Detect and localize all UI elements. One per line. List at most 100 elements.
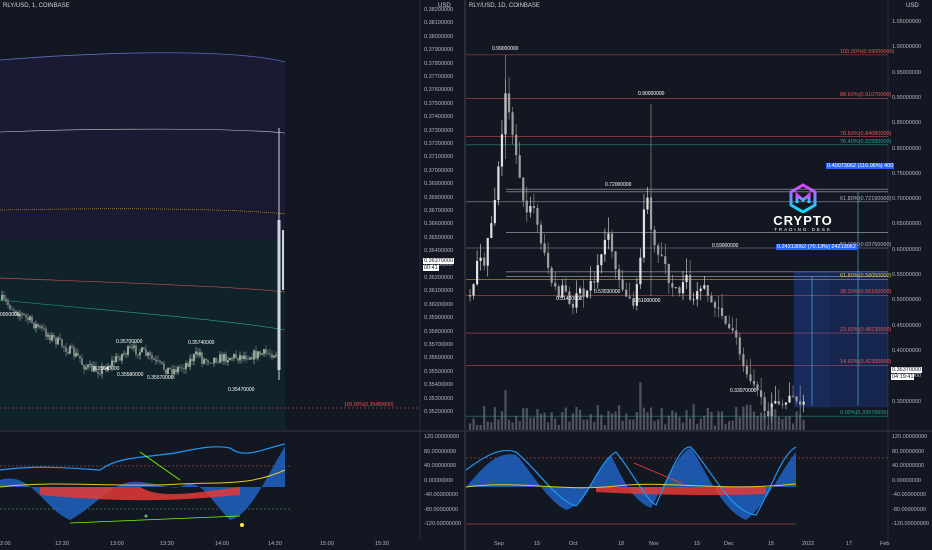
- daily-candle-body: [699, 288, 702, 292]
- left-scale-label: 0.37300000: [424, 127, 454, 134]
- daily-candle-body: [720, 307, 724, 316]
- candle-body: [105, 366, 107, 371]
- volume-bar: [728, 421, 731, 430]
- daily-candle-body: [653, 229, 656, 246]
- volume-bar: [745, 404, 748, 430]
- left-scale-label: 0.37100000: [424, 154, 454, 161]
- daily-candle-body: [685, 274, 688, 283]
- pane-divider[interactable]: [464, 0, 466, 550]
- daily-candle-body: [515, 134, 518, 156]
- right-fib-label: 78.60%(0.84080000): [840, 130, 892, 137]
- daily-candle-body: [493, 200, 496, 224]
- right-fib-label: 23.60%(0.48230000): [840, 327, 892, 334]
- candle-body: [125, 353, 127, 355]
- candle-body: [251, 357, 253, 360]
- left-scale-label: 0.35300000: [424, 395, 454, 402]
- left-scale-label: 0.35900000: [424, 315, 454, 322]
- candle-body: [177, 367, 179, 373]
- candle-body: [185, 363, 187, 369]
- volume-bar: [593, 421, 596, 430]
- candle-body: [87, 364, 89, 368]
- left-scale-label: 0.37200000: [424, 141, 454, 147]
- volume-bar: [738, 417, 741, 430]
- left-osc-scale-label: 40.00000000: [424, 463, 457, 469]
- candle-body: [225, 354, 227, 363]
- candle-body: [103, 366, 105, 367]
- divergence-line-2: [139, 451, 181, 481]
- osc-red-area: [596, 487, 766, 496]
- volume-bar: [795, 411, 798, 430]
- volume-bar: [586, 419, 589, 430]
- band-line-mid: [0, 208, 286, 215]
- left-scale-label: 0.38200000: [424, 7, 454, 13]
- candle-body: [207, 360, 209, 363]
- candle-body: [267, 353, 269, 354]
- left-price-annotation: 0.35470000: [228, 387, 255, 393]
- volume-bar: [564, 407, 567, 430]
- right-fib-label: 100.00%(0.99000000): [840, 48, 895, 55]
- right-time-label: Sep: [494, 541, 504, 547]
- volume-bar: [791, 423, 795, 430]
- candle-body: [25, 314, 27, 318]
- candle-body: [163, 363, 165, 370]
- right-scale-label: 0.40000000: [892, 347, 922, 354]
- volume-bar: [621, 420, 624, 430]
- left-scale-label: 0.35700000: [424, 342, 454, 348]
- osc-line: [0, 443, 286, 471]
- left-osc-scale-label: 0.00000000: [424, 477, 454, 484]
- right-price-annotation: 0.51000000: [634, 298, 661, 304]
- candle-body: [203, 359, 205, 364]
- candle-body: [21, 313, 23, 315]
- right-time-label: 17: [846, 541, 853, 547]
- volume-bar: [610, 413, 614, 430]
- volume-bar: [770, 407, 773, 430]
- daily-candle-body: [607, 233, 610, 240]
- volume-bar: [717, 411, 720, 430]
- left-currency-label: USD: [438, 3, 451, 9]
- daily-candle-body: [628, 296, 631, 299]
- daily-candle-body: [756, 384, 759, 391]
- candle-body: [145, 349, 147, 356]
- daily-candle-body: [763, 397, 766, 412]
- right-chart-pane[interactable]: RLY/USD, 1D, COINBASE USD 1.05000000 1.00…: [466, 0, 932, 550]
- daily-candle-body: [642, 209, 646, 258]
- right-symbol-label[interactable]: RLY/USD, 1D, COINBASE: [469, 3, 540, 9]
- candle-body: [133, 345, 135, 348]
- volume-bar: [703, 415, 706, 430]
- volume-bar: [756, 416, 759, 430]
- volume-bar: [497, 419, 500, 430]
- candle-body: [253, 350, 255, 360]
- right-chart-canvas[interactable]: [466, 0, 932, 550]
- daily-candle-body: [703, 285, 706, 289]
- daily-candle-body: [479, 257, 482, 261]
- candle-body: [1, 295, 3, 300]
- daily-candle-body: [784, 402, 788, 405]
- daily-candle-body: [557, 286, 560, 298]
- volume-bar: [724, 424, 727, 430]
- volume-bar: [674, 412, 677, 430]
- daily-candle-body: [586, 290, 589, 298]
- left-symbol-label[interactable]: RLY/USD, 1, COINBASE: [3, 3, 70, 9]
- candle-body: [229, 358, 231, 361]
- volume-bar: [657, 419, 660, 430]
- divergence-line: [69, 515, 241, 524]
- daily-candle-body: [518, 155, 521, 178]
- daily-candle-body: [621, 279, 624, 290]
- candle-body: [69, 346, 71, 354]
- measure-box-2: [830, 271, 888, 408]
- daily-candle-body: [760, 390, 763, 398]
- left-current-price: 0.36370000: [423, 258, 455, 264]
- right-price-annotation: 0.99000000: [492, 46, 519, 52]
- candle-body: [35, 323, 37, 329]
- candle-body: [271, 354, 273, 358]
- daily-candle-body: [724, 315, 727, 324]
- candle-body: [265, 349, 267, 354]
- right-osc-scale-label: 0.00000000: [892, 477, 922, 484]
- volume-bar: [671, 410, 674, 430]
- candle-body: [27, 317, 29, 321]
- right-price-annotation: 0.59000000: [712, 243, 739, 249]
- right-scale-label: 1.00000000: [892, 44, 922, 51]
- right-price-annotation: 0.53030000: [594, 289, 621, 295]
- left-chart-pane[interactable]: RLY/USD, 1, COINBASE USD 0.38200000 0.381…: [0, 0, 464, 550]
- left-chart-canvas[interactable]: [0, 0, 464, 550]
